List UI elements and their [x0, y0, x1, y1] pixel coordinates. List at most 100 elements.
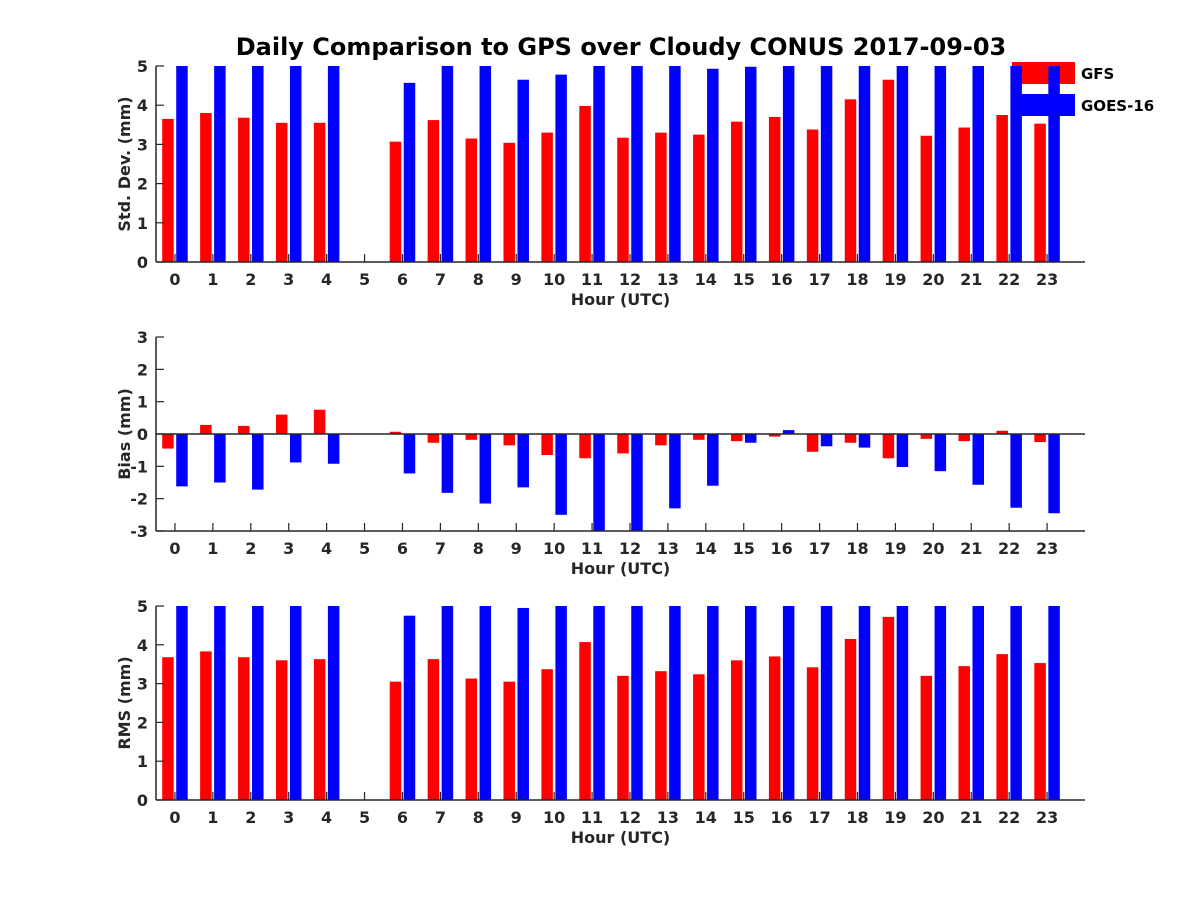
bar-rms-gfs-22 [996, 654, 1008, 800]
bar-bias-gfs-0 [162, 434, 174, 449]
x-tick-label-bias-11: 11 [581, 539, 603, 558]
bar-rms-gfs-19 [882, 616, 895, 800]
bar-rms-goes-16-15 [744, 606, 757, 800]
x-tick-label-rms-7: 7 [435, 808, 446, 827]
y-tick-label-std-3: 3 [137, 135, 148, 154]
bar-bias-goes-16-22 [1010, 434, 1022, 508]
bar-std-goes-16-1 [214, 66, 226, 262]
x-tick-label-bias-9: 9 [511, 539, 522, 558]
x-tick-label-std-20: 20 [922, 270, 944, 289]
y-axis-label-bias: Bias (mm) [115, 388, 134, 480]
y-tick-label-std-4: 4 [137, 96, 148, 115]
bar-rms-goes-16-19 [896, 606, 909, 800]
bar-rms-gfs-3 [275, 660, 288, 800]
x-tick-label-bias-16: 16 [771, 539, 793, 558]
x-axis-label-rms: Hour (UTC) [571, 828, 671, 847]
x-tick-label-rms-0: 0 [169, 808, 180, 827]
y-tick-label-std-0: 0 [137, 253, 148, 272]
bar-std-goes-16-19 [896, 66, 909, 262]
bar-bias-gfs-21 [958, 434, 970, 442]
x-tick-label-bias-4: 4 [321, 539, 332, 558]
bar-std-gfs-19 [882, 79, 895, 262]
bar-bias-goes-16-1 [214, 434, 226, 483]
bar-std-goes-16-21 [972, 66, 984, 262]
bar-rms-gfs-23 [1034, 663, 1046, 800]
bar-rms-goes-16-8 [479, 606, 492, 800]
bar-rms-goes-16-0 [176, 606, 188, 800]
x-tick-label-std-21: 21 [960, 270, 982, 289]
y-tick-label-rms-2: 2 [137, 713, 148, 732]
bar-std-goes-16-18 [858, 66, 871, 262]
bar-rms-gfs-12 [617, 675, 629, 800]
x-tick-label-std-9: 9 [511, 270, 522, 289]
x-tick-label-rms-17: 17 [808, 808, 830, 827]
bar-bias-goes-16-8 [479, 434, 492, 504]
x-tick-label-std-5: 5 [359, 270, 370, 289]
bar-std-gfs-2 [238, 117, 250, 263]
bar-bias-gfs-12 [617, 434, 629, 454]
legend: GFS GOES-16 [1012, 62, 1154, 116]
bar-std-gfs-0 [162, 118, 174, 262]
bar-rms-goes-16-20 [934, 606, 947, 800]
x-tick-label-bias-19: 19 [884, 539, 906, 558]
bar-rms-gfs-14 [693, 674, 705, 800]
bar-rms-gfs-6 [389, 681, 402, 800]
bar-rms-goes-16-16 [782, 606, 795, 800]
bar-std-goes-16-20 [934, 66, 947, 262]
x-tick-label-bias-8: 8 [473, 539, 484, 558]
bar-std-gfs-9 [503, 142, 515, 262]
x-axis-label-std: Hour (UTC) [571, 290, 671, 309]
bar-std-gfs-6 [389, 141, 402, 262]
bar-std-goes-16-10 [555, 74, 567, 263]
bar-std-gfs-16 [768, 116, 781, 263]
x-tick-label-bias-5: 5 [359, 539, 370, 558]
bar-std-gfs-13 [655, 132, 667, 262]
y-tick-label-bias--1: -1 [130, 457, 148, 476]
bar-bias-goes-16-19 [896, 434, 909, 467]
bar-std-goes-16-23 [1048, 66, 1060, 262]
bar-bias-goes-16-6 [403, 434, 416, 474]
x-tick-label-bias-3: 3 [283, 539, 294, 558]
bar-std-goes-16-6 [403, 82, 416, 262]
x-tick-label-rms-8: 8 [473, 808, 484, 827]
x-tick-label-std-14: 14 [695, 270, 717, 289]
bar-std-gfs-12 [617, 137, 629, 262]
x-axis-label-bias: Hour (UTC) [571, 559, 671, 578]
x-tick-label-bias-1: 1 [207, 539, 218, 558]
bar-std-gfs-20 [920, 135, 933, 262]
bar-std-gfs-17 [806, 129, 819, 262]
bar-std-goes-16-13 [669, 66, 681, 262]
x-tick-label-bias-17: 17 [808, 539, 830, 558]
bar-rms-goes-16-18 [858, 606, 871, 800]
x-tick-label-rms-13: 13 [657, 808, 679, 827]
x-tick-label-rms-18: 18 [846, 808, 868, 827]
bar-rms-gfs-4 [313, 659, 326, 800]
x-tick-label-bias-6: 6 [397, 539, 408, 558]
x-tick-label-rms-20: 20 [922, 808, 944, 827]
bar-std-gfs-23 [1034, 123, 1046, 263]
bar-bias-goes-16-4 [327, 434, 340, 464]
bar-std-gfs-1 [200, 113, 212, 262]
y-tick-label-bias-0: 0 [137, 425, 148, 444]
bar-std-goes-16-15 [744, 66, 757, 262]
x-tick-label-bias-23: 23 [1036, 539, 1058, 558]
x-tick-label-rms-10: 10 [543, 808, 565, 827]
x-tick-label-rms-2: 2 [245, 808, 256, 827]
bar-bias-gfs-22 [996, 430, 1008, 434]
bar-rms-goes-16-2 [252, 606, 264, 800]
x-tick-label-rms-4: 4 [321, 808, 332, 827]
x-tick-label-bias-15: 15 [733, 539, 755, 558]
bar-bias-gfs-17 [806, 434, 819, 452]
x-tick-label-std-18: 18 [846, 270, 868, 289]
bar-rms-gfs-0 [162, 657, 174, 800]
bar-rms-gfs-11 [579, 642, 591, 800]
bar-std-goes-16-3 [289, 66, 302, 262]
bar-rms-gfs-21 [958, 666, 970, 800]
bar-std-goes-16-12 [631, 66, 643, 262]
bar-rms-goes-16-11 [593, 606, 605, 800]
x-tick-label-bias-2: 2 [245, 539, 256, 558]
bar-rms-gfs-1 [200, 651, 212, 800]
x-tick-label-rms-11: 11 [581, 808, 603, 827]
y-tick-label-bias--3: -3 [130, 522, 148, 541]
x-tick-label-rms-22: 22 [998, 808, 1020, 827]
